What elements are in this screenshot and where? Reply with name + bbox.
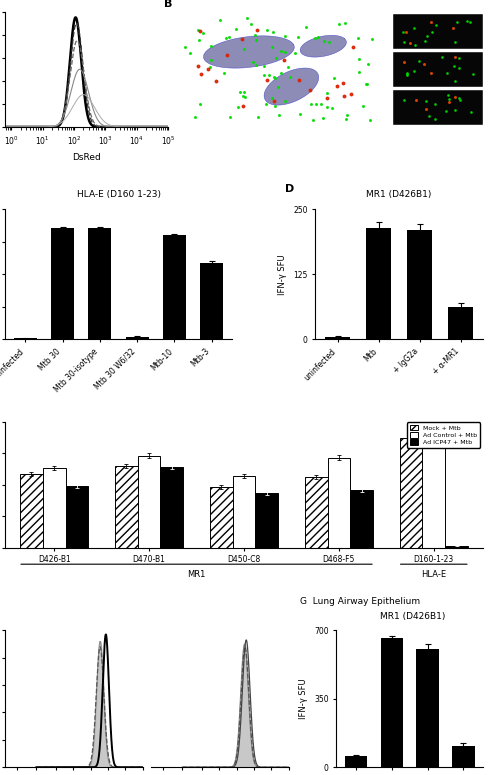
Bar (65, 486, 88, 548)
Y-axis label: IFN-γ SFU: IFN-γ SFU (279, 254, 287, 294)
Bar (305, 477, 327, 548)
Text: MR1 (D426B1): MR1 (D426B1) (380, 611, 446, 621)
Bar (327, 458, 350, 548)
Bar (43, 468, 65, 548)
Bar (125, 337, 149, 339)
Bar (325, 336, 350, 339)
Bar (51, 229, 74, 339)
Bar (163, 236, 186, 339)
Bar (115, 467, 138, 548)
Text: D: D (285, 184, 294, 194)
Polygon shape (203, 36, 294, 68)
Bar (393, 90, 483, 125)
Polygon shape (264, 68, 319, 105)
Bar (381, 638, 403, 767)
Text: G  Lung Airway Epithelium: G Lung Airway Epithelium (300, 597, 420, 606)
Bar (416, 649, 439, 767)
Bar (138, 456, 161, 548)
Bar (393, 14, 483, 49)
Bar (255, 493, 278, 548)
X-axis label: DsRed: DsRed (72, 153, 101, 161)
Text: MR1: MR1 (187, 570, 206, 580)
Bar (448, 307, 473, 339)
Bar (14, 338, 37, 339)
Bar (200, 263, 223, 339)
Polygon shape (300, 36, 346, 57)
Y-axis label: IFN-γ SFU: IFN-γ SFU (300, 678, 308, 719)
Bar (88, 228, 111, 339)
Text: B: B (164, 0, 172, 9)
Bar (210, 487, 233, 548)
Bar (20, 474, 43, 548)
Bar (345, 756, 367, 767)
Bar (233, 476, 255, 548)
Text: HLA-E: HLA-E (421, 570, 447, 580)
Bar (161, 467, 183, 548)
Bar (366, 228, 391, 339)
Bar (407, 230, 432, 339)
Bar (423, 433, 445, 548)
Text: MR1 (D426B1): MR1 (D426B1) (366, 190, 432, 199)
Legend: Mock + Mtb, Ad Control + Mtb, Ad ICP47 + Mtb: Mock + Mtb, Ad Control + Mtb, Ad ICP47 +… (407, 422, 480, 448)
Bar (350, 490, 373, 548)
Bar (452, 746, 474, 767)
Bar (400, 438, 423, 548)
Bar (393, 52, 483, 87)
Text: HLA-E (D160 1-23): HLA-E (D160 1-23) (77, 190, 161, 199)
Bar (445, 546, 468, 548)
